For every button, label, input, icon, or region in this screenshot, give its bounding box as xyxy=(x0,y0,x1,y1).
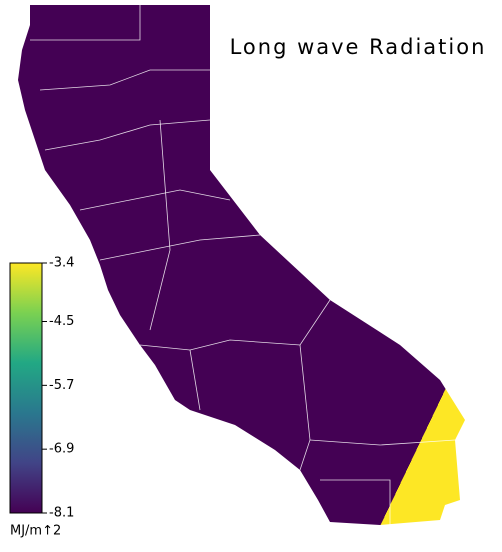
tick-label: -5.7 xyxy=(49,378,74,393)
map-title: Long wave Radiation xyxy=(230,35,487,59)
tick-label: -4.5 xyxy=(49,314,74,329)
county-lines xyxy=(30,5,456,525)
tick-label: -3.4 xyxy=(49,256,74,271)
tick-label: -8.1 xyxy=(49,506,74,521)
colorbar-label: MJ/m↑2 xyxy=(10,524,61,539)
colorbar xyxy=(9,262,43,514)
california-map xyxy=(18,5,465,525)
tick-label: -6.9 xyxy=(49,442,74,457)
colorbar-ticks: -3.4 -4.5 -5.7 -6.9 -8.1 xyxy=(42,256,74,521)
